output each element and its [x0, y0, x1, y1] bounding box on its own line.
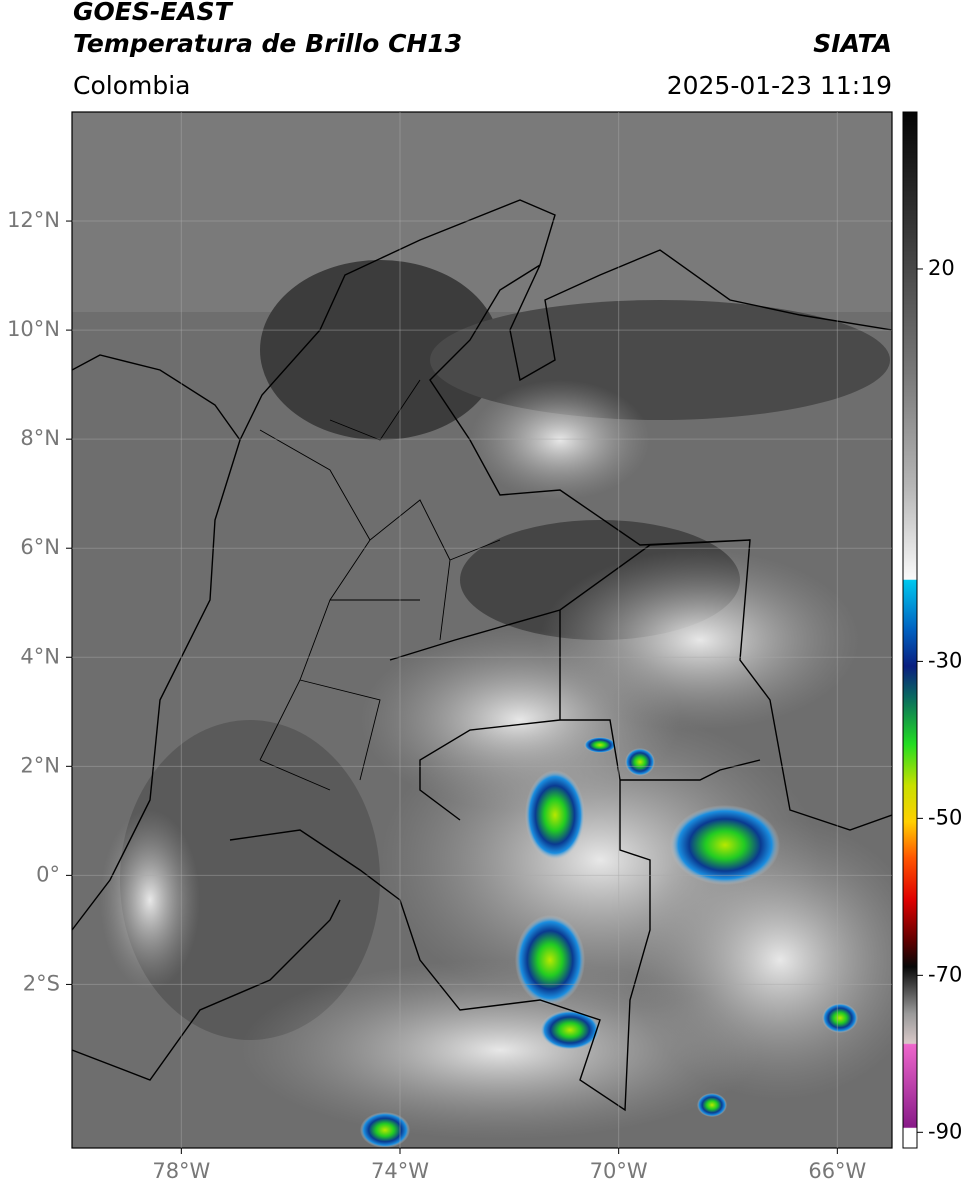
agency: SIATA [813, 29, 892, 58]
y-tick-label: 0° [36, 862, 60, 886]
colorbar-tick-label: -70 [928, 962, 962, 986]
y-tick-label: 6°N [20, 535, 60, 559]
y-tick-label: 2°S [23, 971, 60, 995]
imagery [72, 112, 892, 1148]
colorbar-tick-label: -50 [928, 805, 962, 829]
x-tick-label: 78°W [152, 1159, 210, 1183]
region: Colombia [73, 71, 190, 100]
colorbar [902, 111, 918, 1149]
y-tick-label: 2°N [20, 753, 60, 777]
y-tick-label: 4°N [20, 644, 60, 668]
x-tick-label: 74°W [371, 1159, 429, 1183]
colorbar-tick-label: -90 [928, 1119, 962, 1143]
map-frame [71, 111, 893, 1149]
x-tick-label: 66°W [808, 1159, 866, 1183]
x-tick-label: 70°W [590, 1159, 648, 1183]
datetime: 2025-01-23 11:19 [667, 71, 892, 100]
satellite-name: GOES-EAST [73, 0, 234, 26]
y-tick-label: 12°N [7, 208, 60, 232]
product-title: Temperatura de Brillo CH13 [73, 29, 462, 58]
colorbar-tick-label: 20 [928, 256, 955, 280]
y-tick-label: 8°N [20, 426, 60, 450]
colorbar-tick-label: -30 [928, 648, 962, 672]
y-tick-label: 10°N [7, 317, 60, 341]
